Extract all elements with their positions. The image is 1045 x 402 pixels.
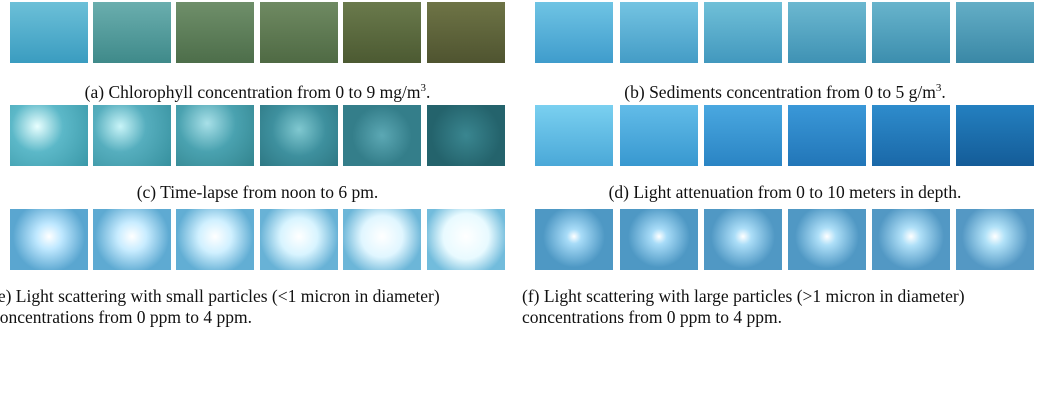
thumbnail <box>956 209 1034 270</box>
thumbnail <box>704 105 782 166</box>
caption-text: (b) Sediments concentration from 0 to 5 … <box>624 82 936 102</box>
thumbnail <box>535 105 613 166</box>
caption-text: (e) Light scattering with small particle… <box>0 286 440 327</box>
thumbnail <box>93 105 171 166</box>
thumbnail <box>620 209 698 270</box>
thumbnail <box>427 2 505 63</box>
figure: (a) Chlorophyll concentration from 0 to … <box>0 0 1045 402</box>
caption: (e) Light scattering with small particle… <box>0 286 522 328</box>
thumbnail <box>10 209 88 270</box>
caption-text: . <box>941 82 945 102</box>
thumbnail <box>872 105 950 166</box>
caption: (c) Time-lapse from noon to 6 pm. <box>0 182 515 203</box>
caption-text: (a) Chlorophyll concentration from 0 to … <box>85 82 421 102</box>
thumbnail <box>956 2 1034 63</box>
thumbnail <box>535 2 613 63</box>
caption-text: (f) Light scattering with large particle… <box>522 286 965 327</box>
thumbnail <box>260 209 338 270</box>
caption: (b) Sediments concentration from 0 to 5 … <box>525 78 1045 103</box>
thumbnail <box>93 2 171 63</box>
caption: (d) Light attenuation from 0 to 10 meter… <box>525 182 1045 203</box>
thumbnail <box>176 105 254 166</box>
caption-text: (c) Time-lapse from noon to 6 pm. <box>137 182 379 202</box>
thumbnail <box>788 105 866 166</box>
thumbnail <box>176 209 254 270</box>
thumbnail <box>343 209 421 270</box>
thumbnail <box>872 209 950 270</box>
caption-text: (d) Light attenuation from 0 to 10 meter… <box>609 182 962 202</box>
caption-text: . <box>426 82 430 102</box>
thumbnail <box>956 105 1034 166</box>
thumbnail <box>10 2 88 63</box>
thumbnail <box>535 209 613 270</box>
thumbnail <box>427 209 505 270</box>
caption: (a) Chlorophyll concentration from 0 to … <box>0 78 515 103</box>
thumbnail <box>872 2 950 63</box>
thumbnail <box>260 2 338 63</box>
thumbnail <box>260 105 338 166</box>
thumbnail <box>620 2 698 63</box>
thumbnail <box>10 105 88 166</box>
thumbnail <box>93 209 171 270</box>
thumbnail <box>704 2 782 63</box>
thumbnail <box>788 209 866 270</box>
caption: (f) Light scattering with large particle… <box>522 286 1045 328</box>
thumbnail <box>343 2 421 63</box>
thumbnail <box>343 105 421 166</box>
thumbnail <box>620 105 698 166</box>
thumbnail <box>427 105 505 166</box>
thumbnail <box>704 209 782 270</box>
thumbnail <box>176 2 254 63</box>
thumbnail <box>788 2 866 63</box>
